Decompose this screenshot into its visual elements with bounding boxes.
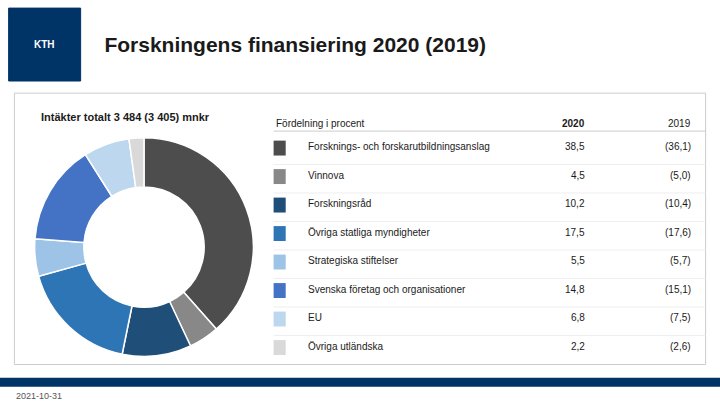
svg-text:(10,4): (10,4) xyxy=(665,198,691,209)
svg-text:(2,6): (2,6) xyxy=(670,341,691,352)
svg-text:EU: EU xyxy=(308,312,322,323)
svg-text:2020: 2020 xyxy=(562,118,585,129)
svg-text:KTH: KTH xyxy=(34,39,55,50)
svg-text:Forsknings- och forskarutbildn: Forsknings- och forskarutbildningsanslag xyxy=(308,141,490,152)
svg-text:2019: 2019 xyxy=(668,118,691,129)
svg-text:Övriga statliga myndigheter: Övriga statliga myndigheter xyxy=(308,227,430,238)
svg-text:5,5: 5,5 xyxy=(571,255,585,266)
svg-text:4,5: 4,5 xyxy=(571,170,585,181)
svg-text:(7,5): (7,5) xyxy=(670,312,691,323)
svg-text:6,8: 6,8 xyxy=(571,312,585,323)
svg-text:(5,0): (5,0) xyxy=(670,170,691,181)
svg-text:17,5: 17,5 xyxy=(565,227,585,238)
svg-text:(5,7): (5,7) xyxy=(670,255,691,266)
svg-text:14,8: 14,8 xyxy=(565,284,585,295)
svg-text:38,5: 38,5 xyxy=(565,141,585,152)
svg-text:(36,1): (36,1) xyxy=(665,141,691,152)
svg-text:2021-10-31: 2021-10-31 xyxy=(16,391,62,401)
svg-text:10,2: 10,2 xyxy=(565,198,585,209)
svg-text:Svenska företag och organisati: Svenska företag och organisationer xyxy=(308,284,466,295)
svg-text:Forskningsråd: Forskningsråd xyxy=(308,198,371,209)
svg-text:Övriga utländska: Övriga utländska xyxy=(308,341,383,352)
svg-text:Vinnova: Vinnova xyxy=(308,170,344,181)
svg-text:Strategiska stiftelser: Strategiska stiftelser xyxy=(308,255,399,266)
svg-text:(17,6): (17,6) xyxy=(665,227,691,238)
svg-text:Forskningens finansiering 2020: Forskningens finansiering 2020 (2019) xyxy=(104,33,486,56)
svg-text:(15,1): (15,1) xyxy=(665,284,691,295)
svg-text:2,2: 2,2 xyxy=(571,341,585,352)
svg-text:Intäkter totalt 3 484 (3 405): Intäkter totalt 3 484 (3 405) mnkr xyxy=(41,111,210,123)
svg-text:Fördelning i procent: Fördelning i procent xyxy=(276,118,365,129)
